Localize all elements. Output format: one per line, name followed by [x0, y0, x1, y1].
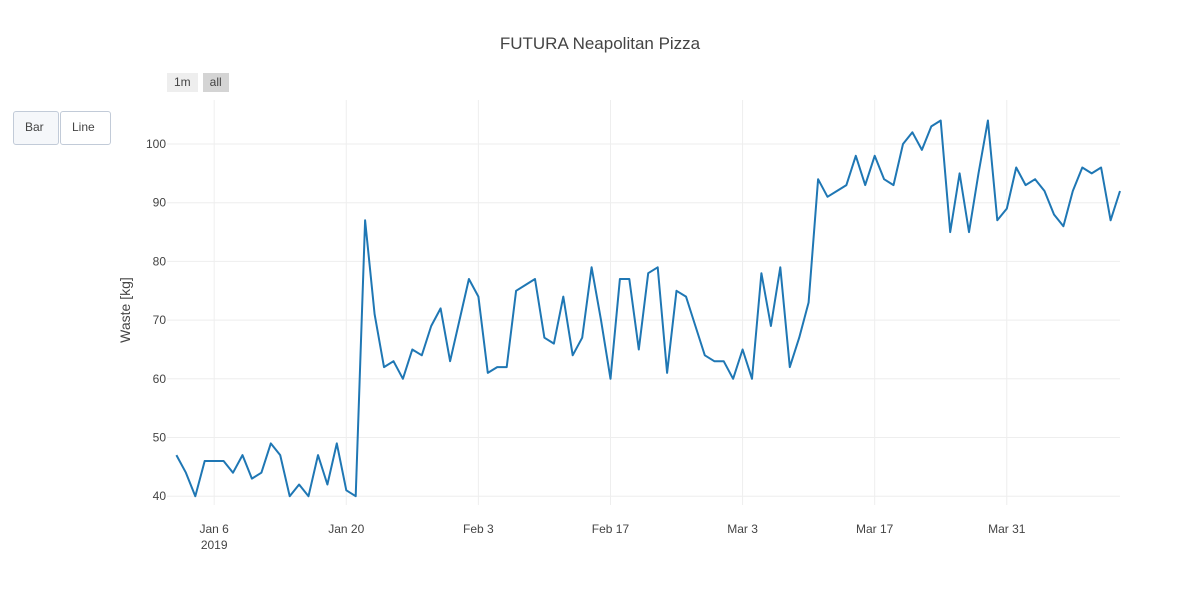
x-tick-label: Mar 3 [727, 522, 758, 536]
chart-type-buttons: Bar Line [13, 111, 111, 145]
y-axis-ticks: 40 50 60 70 80 90 100 [146, 137, 166, 503]
y-gridlines [167, 143, 1120, 497]
range-button-all[interactable]: all [202, 73, 229, 92]
y-tick-label: 100 [146, 137, 166, 151]
y-tick-label: 40 [153, 489, 167, 503]
y-tick-label: 60 [153, 372, 167, 386]
bar-chart-button[interactable]: Bar [13, 111, 59, 145]
chart-title: FUTURA Neapolitan Pizza [499, 34, 701, 53]
x-tick-label: Feb 3 [463, 522, 494, 536]
y-tick-label: 50 [153, 431, 167, 445]
y-tick-label: 70 [153, 313, 167, 327]
x-tick-label: Jan 6 [199, 522, 229, 536]
y-axis-label: Waste [kg] [117, 277, 133, 343]
series-waste [175, 119, 1121, 498]
x-tick-label: Mar 17 [856, 522, 894, 536]
x-gridlines [213, 100, 1008, 505]
x-tick-label: Jan 20 [328, 522, 364, 536]
x-axis-ticks: Jan 6 2019 Jan 20 Feb 3 Feb 17 Mar 3 Mar 17 Mar… [199, 522, 1025, 552]
range-button-1m[interactable]: 1m [167, 73, 198, 92]
range-selector: 1m all [167, 73, 229, 92]
line-chart-button[interactable]: Line [60, 111, 111, 145]
series-line [175, 119, 1121, 498]
x-tick-sublabel: 2019 [201, 538, 228, 552]
y-tick-label: 80 [153, 254, 167, 268]
y-tick-label: 90 [153, 196, 167, 210]
x-tick-label: Feb 17 [592, 522, 630, 536]
x-tick-label: Mar 31 [988, 522, 1026, 536]
